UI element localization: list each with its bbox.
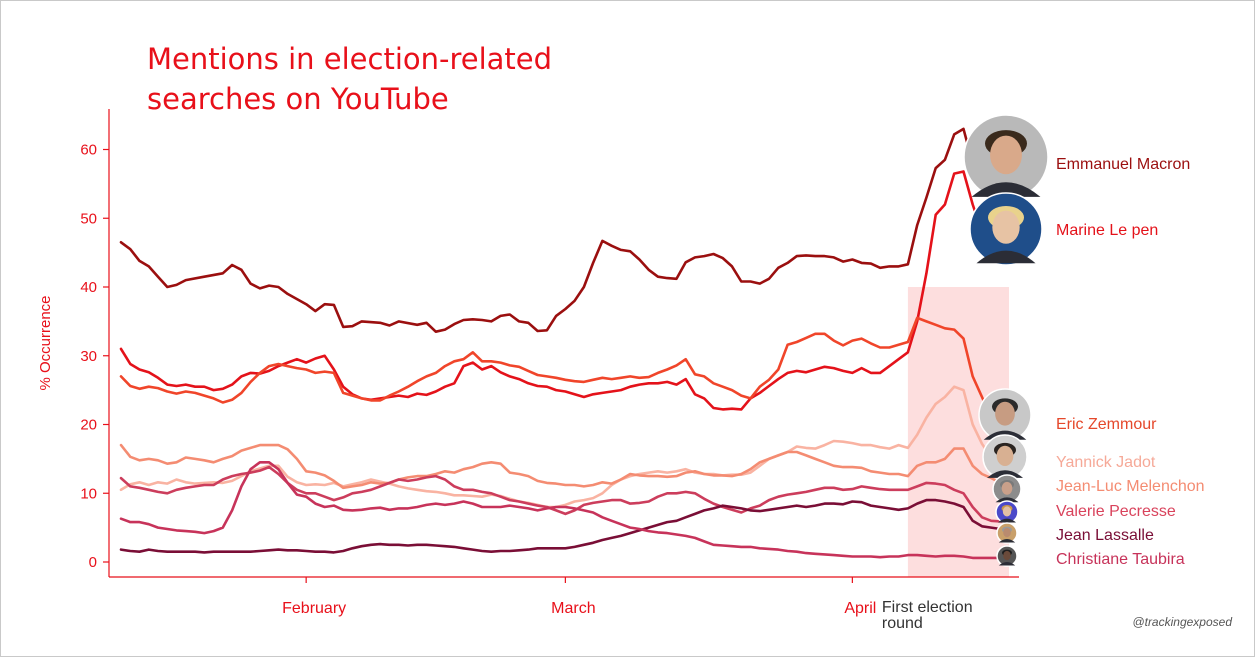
avatar-face <box>996 445 1014 467</box>
avatar <box>996 545 1018 567</box>
avatar-shoulders <box>986 470 1024 478</box>
election-round-label: round <box>882 615 923 632</box>
series-line <box>119 316 1011 428</box>
series-line <box>119 465 1011 523</box>
avatar <box>995 500 1019 524</box>
legend-label: Emmanuel Macron <box>1056 156 1190 173</box>
avatar-shoulders <box>998 539 1016 543</box>
avatar-face <box>990 135 1022 175</box>
y-tick-label: 10 <box>80 485 97 502</box>
avatar <box>963 114 1049 200</box>
avatar-face <box>1001 481 1013 495</box>
x-tick-label: February <box>282 600 346 617</box>
avatar-shoulders <box>998 562 1016 566</box>
y-tick-label: 50 <box>80 210 97 227</box>
series-line <box>119 443 1011 490</box>
avatar-face <box>995 401 1015 426</box>
avatar-shoulders <box>976 250 1036 264</box>
chart-title: Mentions in election-related searches on… <box>147 42 553 116</box>
avatar <box>996 522 1018 544</box>
election-round-label: First election <box>882 599 973 616</box>
credit-text: @trackingexposed <box>1132 615 1232 629</box>
x-tick-label: April <box>844 600 876 617</box>
series-line <box>119 498 1011 554</box>
avatar <box>978 388 1032 442</box>
avatar <box>982 434 1028 480</box>
series-line <box>119 461 1011 560</box>
series-line <box>119 127 993 333</box>
avatar-face <box>992 210 1020 244</box>
y-tick-label: 30 <box>80 348 97 365</box>
legend-label: Eric Zemmour <box>1056 416 1157 433</box>
y-tick-label: 60 <box>80 142 97 159</box>
avatar-shoulders <box>971 182 1041 197</box>
y-axis-label: % Occurrence <box>37 295 54 390</box>
avatar-shoulders <box>995 497 1019 503</box>
legend-label: Valerie Pecresse <box>1056 503 1176 520</box>
y-tick-label: 0 <box>89 554 97 571</box>
avatar <box>992 474 1022 504</box>
series-line <box>119 385 1011 509</box>
avatar <box>969 192 1043 266</box>
legend-label: Christiane Taubira <box>1056 551 1185 568</box>
avatar-face <box>1003 550 1011 561</box>
series-line <box>119 170 993 411</box>
legend-label: Marine Le pen <box>1056 222 1158 239</box>
avatar-shoulders <box>997 518 1017 523</box>
y-tick-label: 20 <box>80 417 97 434</box>
x-tick-label: March <box>551 600 595 617</box>
avatar-face <box>1003 527 1011 538</box>
legend-label: Yannick Jadot <box>1056 454 1156 471</box>
avatar-face <box>1002 506 1012 517</box>
legend-label: Jean-Luc Melenchon <box>1056 478 1205 495</box>
y-tick-label: 40 <box>80 279 97 296</box>
legend-label: Jean Lassalle <box>1056 527 1154 544</box>
